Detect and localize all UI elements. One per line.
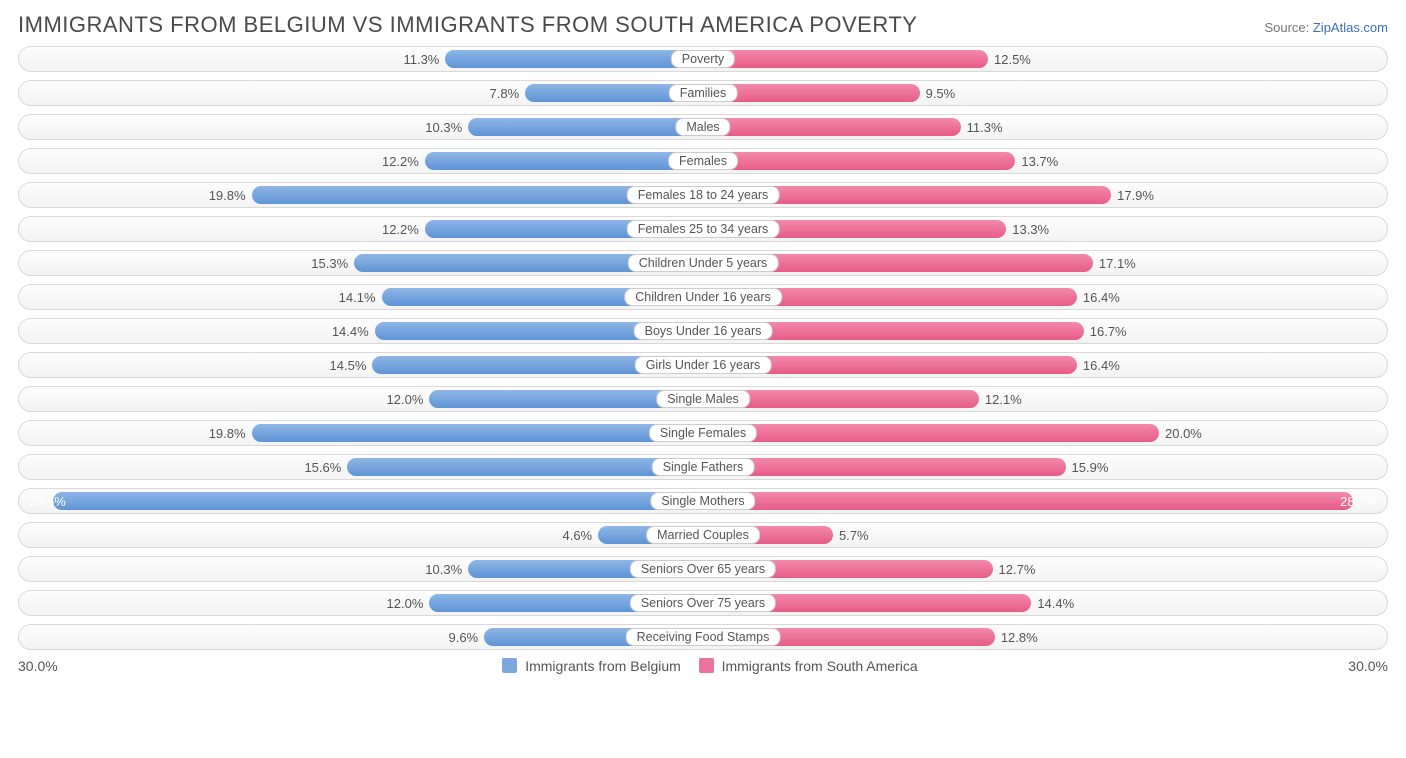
chart-row: 15.3% 17.1% Children Under 5 years: [18, 250, 1388, 276]
chart-row: 14.4% 16.7% Boys Under 16 years: [18, 318, 1388, 344]
bar-south-america: [703, 458, 1066, 476]
category-label: Poverty: [671, 50, 735, 68]
chart-row: 9.6% 12.8% Receiving Food Stamps: [18, 624, 1388, 650]
value-belgium: 12.0%: [381, 387, 430, 411]
category-label: Females 18 to 24 years: [627, 186, 780, 204]
bar-belgium: [252, 424, 703, 442]
chart-row: 15.6% 15.9% Single Fathers: [18, 454, 1388, 480]
value-belgium: 28.5%: [23, 489, 72, 513]
value-belgium: 12.0%: [381, 591, 430, 615]
chart-title: IMMIGRANTS FROM BELGIUM VS IMMIGRANTS FR…: [18, 12, 917, 38]
legend-label-belgium: Immigrants from Belgium: [525, 658, 681, 674]
chart-row: 7.8% 9.5% Families: [18, 80, 1388, 106]
value-belgium: 15.3%: [305, 251, 354, 275]
bar-south-america: [703, 50, 988, 68]
diverging-bar-chart: 11.3% 12.5% Poverty 7.8% 9.5% Families 10.3% 11…: [18, 46, 1388, 650]
value-south-america: 17.1%: [1093, 251, 1142, 275]
value-south-america: 20.0%: [1159, 421, 1208, 445]
value-south-america: 12.1%: [979, 387, 1028, 411]
category-label: Single Males: [656, 390, 750, 408]
value-belgium: 4.6%: [556, 523, 598, 547]
legend-label-south-america: Immigrants from South America: [722, 658, 918, 674]
value-south-america: 16.4%: [1077, 353, 1126, 377]
category-label: Single Fathers: [652, 458, 755, 476]
bar-south-america: [703, 492, 1353, 510]
category-label: Males: [675, 118, 730, 136]
value-south-america: 15.9%: [1066, 455, 1115, 479]
category-label: Seniors Over 75 years: [630, 594, 776, 612]
chart-row: 28.5% 28.5% Single Mothers: [18, 488, 1388, 514]
chart-row: 12.2% 13.3% Females 25 to 34 years: [18, 216, 1388, 242]
value-south-america: 5.7%: [833, 523, 875, 547]
bar-south-america: [703, 118, 961, 136]
axis-max-left: 30.0%: [18, 658, 78, 674]
value-belgium: 14.5%: [324, 353, 373, 377]
bar-south-america: [703, 424, 1159, 442]
value-south-america: 13.7%: [1015, 149, 1064, 173]
value-belgium: 12.2%: [376, 149, 425, 173]
value-south-america: 12.7%: [993, 557, 1042, 581]
value-belgium: 14.1%: [333, 285, 382, 309]
value-belgium: 15.6%: [298, 455, 347, 479]
category-label: Children Under 5 years: [628, 254, 779, 272]
bar-south-america: [703, 152, 1015, 170]
value-south-america: 12.8%: [995, 625, 1044, 649]
category-label: Children Under 16 years: [624, 288, 782, 306]
category-label: Girls Under 16 years: [635, 356, 772, 374]
category-label: Married Couples: [646, 526, 760, 544]
legend: Immigrants from Belgium Immigrants from …: [78, 658, 1328, 674]
value-south-america: 13.3%: [1006, 217, 1055, 241]
legend-swatch-south-america: [699, 658, 714, 673]
value-belgium: 12.2%: [376, 217, 425, 241]
value-belgium: 14.4%: [326, 319, 375, 343]
value-south-america: 16.7%: [1084, 319, 1133, 343]
value-belgium: 19.8%: [203, 183, 252, 207]
chart-footer: 30.0% Immigrants from Belgium Immigrants…: [18, 658, 1388, 674]
category-label: Females: [668, 152, 738, 170]
value-belgium: 9.6%: [442, 625, 484, 649]
category-label: Boys Under 16 years: [634, 322, 773, 340]
chart-row: 19.8% 17.9% Females 18 to 24 years: [18, 182, 1388, 208]
chart-row: 14.5% 16.4% Girls Under 16 years: [18, 352, 1388, 378]
legend-swatch-belgium: [502, 658, 517, 673]
chart-row: 12.2% 13.7% Females: [18, 148, 1388, 174]
source: Source: ZipAtlas.com: [1264, 20, 1388, 35]
value-south-america: 11.3%: [961, 115, 1009, 139]
source-label: Source:: [1264, 20, 1312, 35]
category-label: Receiving Food Stamps: [626, 628, 781, 646]
value-belgium: 7.8%: [484, 81, 526, 105]
axis-max-right: 30.0%: [1328, 658, 1388, 674]
category-label: Females 25 to 34 years: [627, 220, 780, 238]
value-belgium: 10.3%: [419, 557, 468, 581]
chart-row: 10.3% 12.7% Seniors Over 65 years: [18, 556, 1388, 582]
chart-row: 10.3% 11.3% Males: [18, 114, 1388, 140]
chart-row: 12.0% 12.1% Single Males: [18, 386, 1388, 412]
category-label: Seniors Over 65 years: [630, 560, 776, 578]
category-label: Single Females: [649, 424, 757, 442]
value-belgium: 10.3%: [419, 115, 468, 139]
value-south-america: 14.4%: [1031, 591, 1080, 615]
bar-belgium: [53, 492, 703, 510]
chart-row: 12.0% 14.4% Seniors Over 75 years: [18, 590, 1388, 616]
chart-row: 11.3% 12.5% Poverty: [18, 46, 1388, 72]
value-south-america: 16.4%: [1077, 285, 1126, 309]
value-south-america: 17.9%: [1111, 183, 1160, 207]
chart-row: 19.8% 20.0% Single Females: [18, 420, 1388, 446]
value-south-america: 28.5%: [1334, 489, 1383, 513]
source-link[interactable]: ZipAtlas.com: [1313, 20, 1388, 35]
value-south-america: 12.5%: [988, 47, 1037, 71]
value-belgium: 19.8%: [203, 421, 252, 445]
chart-row: 4.6% 5.7% Married Couples: [18, 522, 1388, 548]
bar-belgium: [468, 118, 703, 136]
category-label: Families: [669, 84, 738, 102]
bar-belgium: [425, 152, 703, 170]
bar-belgium: [347, 458, 703, 476]
value-south-america: 9.5%: [920, 81, 962, 105]
value-belgium: 11.3%: [397, 47, 445, 71]
bar-belgium: [445, 50, 703, 68]
chart-row: 14.1% 16.4% Children Under 16 years: [18, 284, 1388, 310]
category-label: Single Mothers: [650, 492, 755, 510]
